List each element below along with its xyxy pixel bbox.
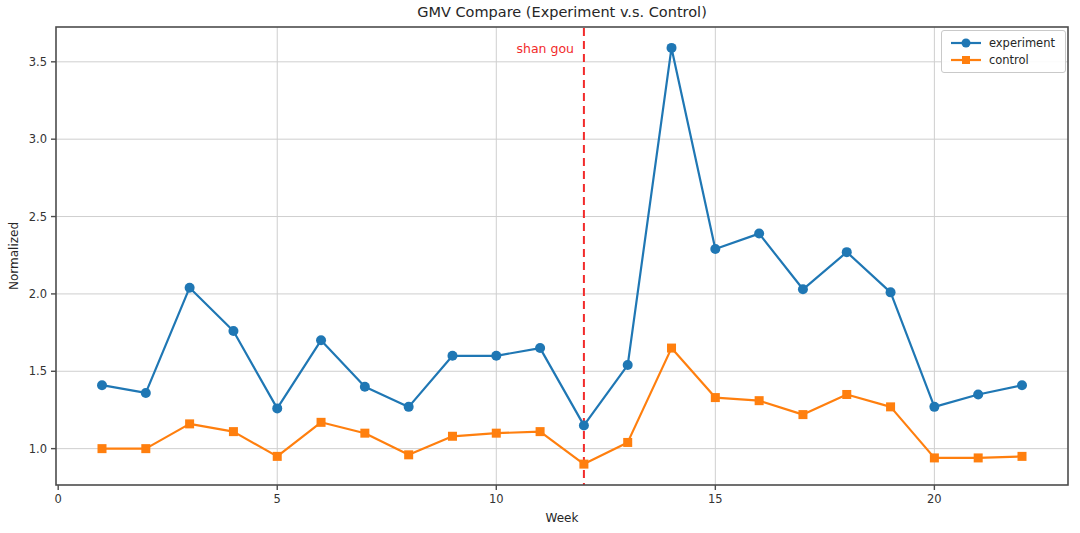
- legend-label: experiment: [989, 36, 1055, 50]
- x-tick-label: 15: [708, 492, 723, 506]
- y-tick-label: 1.5: [29, 364, 47, 378]
- chart-title: GMV Compare (Experiment v.s. Control): [417, 4, 707, 20]
- legend-line-circle-marker-icon: [950, 36, 982, 50]
- x-axis-label: Week: [546, 511, 579, 525]
- data-series: [97, 28, 1027, 485]
- y-tick-label: 3.0: [29, 132, 47, 146]
- y-tick-label: 2.0: [29, 287, 47, 301]
- x-tick-label: 20: [927, 492, 942, 506]
- legend-line-square-marker-icon: [950, 53, 982, 67]
- y-tick-label: 3.5: [29, 55, 47, 69]
- y-tick-label: 1.0: [29, 442, 47, 456]
- annotation-text: shan gou: [517, 41, 575, 56]
- series-control: [98, 344, 1027, 469]
- legend-label: control: [989, 53, 1029, 67]
- legend-item-control: control: [950, 53, 1055, 67]
- series-experiment: [97, 43, 1027, 431]
- axes: 0 5 10 15 20 1.0 1.5 2.0 2.5 3.0 3.5: [29, 27, 1068, 506]
- x-tick-label: 0: [55, 492, 62, 506]
- legend-item-experiment: experiment: [950, 36, 1055, 50]
- y-tick-label: 2.5: [29, 210, 47, 224]
- x-tick-label: 5: [274, 492, 281, 506]
- legend: experiment control: [941, 30, 1066, 73]
- gridlines: [56, 27, 1068, 485]
- gmv-compare-chart: 0 5 10 15 20 1.0 1.5 2.0 2.5 3.0 3.5 GMV Compare (…: [0, 0, 1080, 533]
- x-tick-label: 10: [489, 492, 504, 506]
- chart-figure: 0 5 10 15 20 1.0 1.5 2.0 2.5 3.0 3.5 GMV Compare (…: [0, 0, 1080, 533]
- y-axis-label: Normalized: [7, 222, 21, 290]
